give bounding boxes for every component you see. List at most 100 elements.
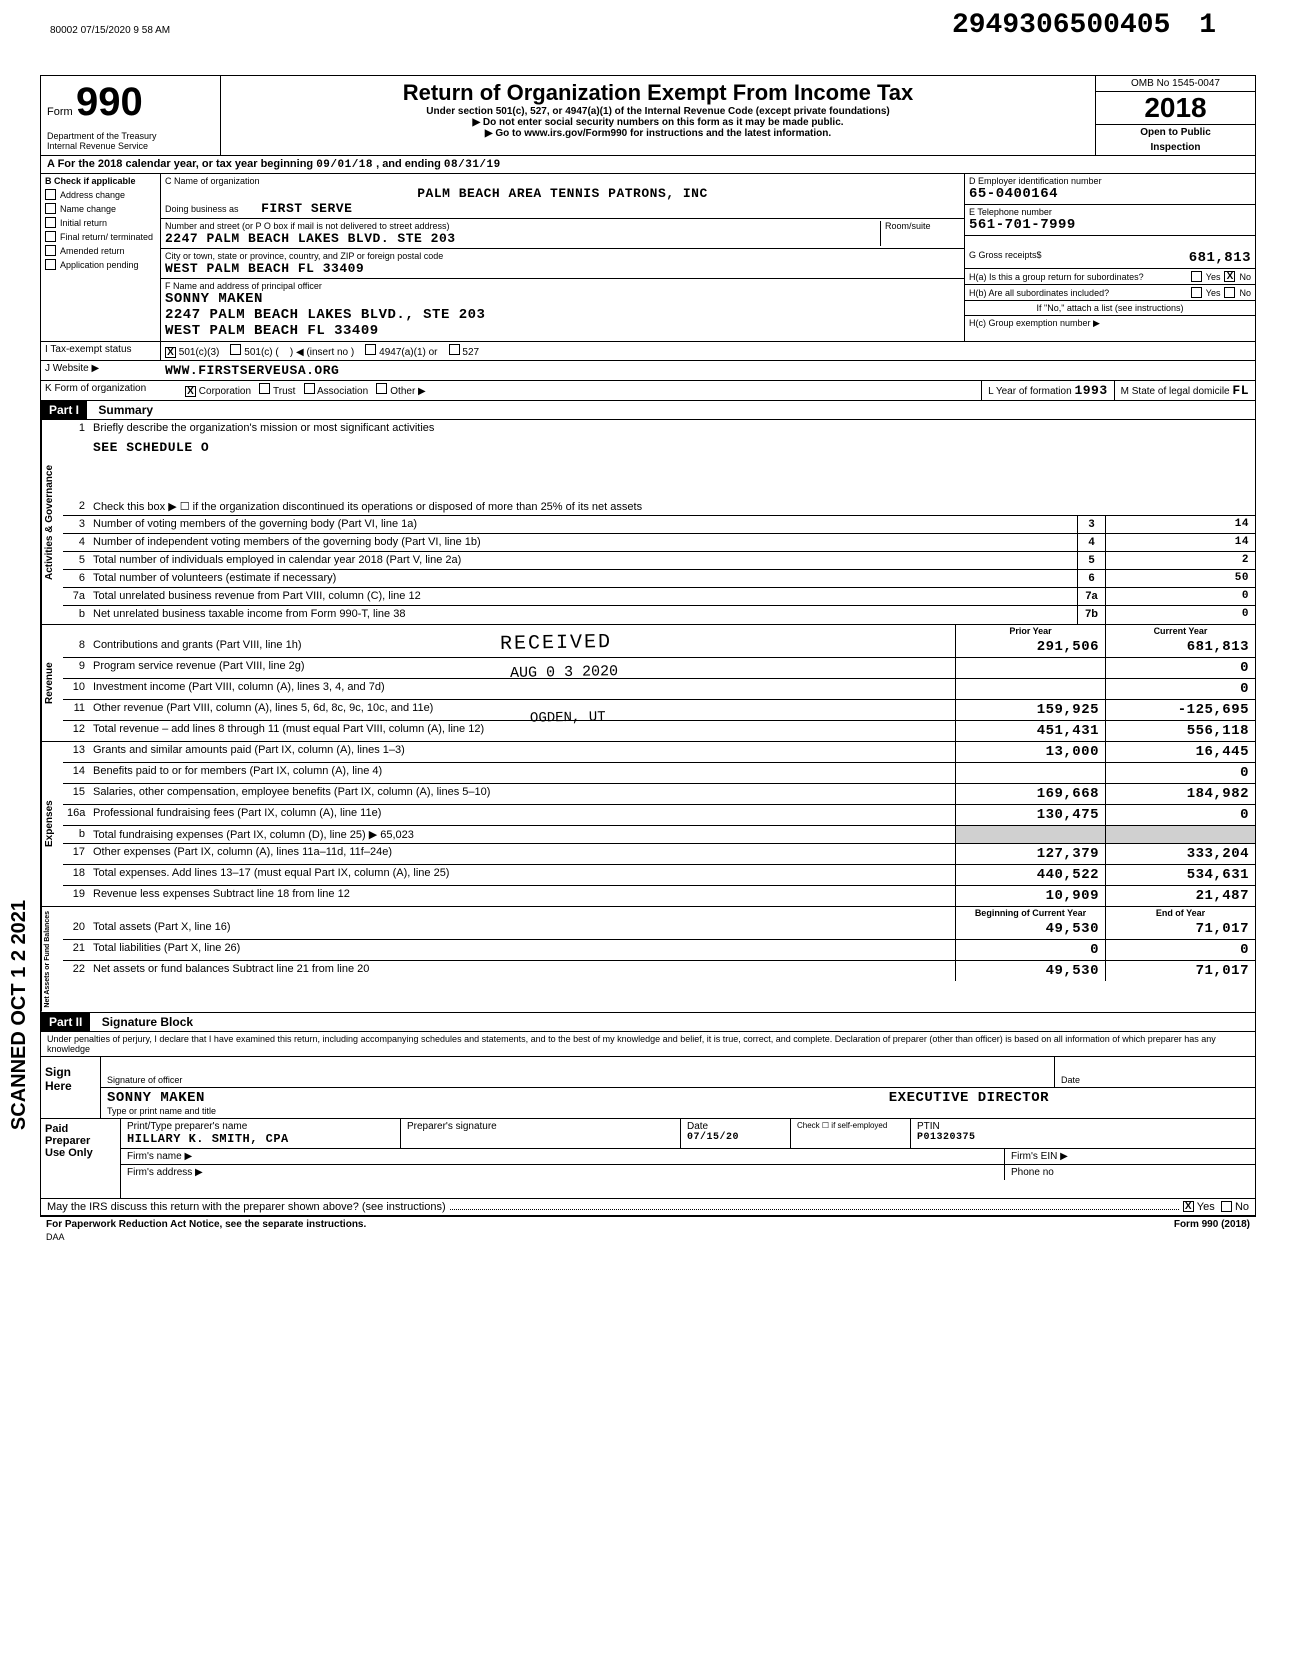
ptin-value: P01320375 [917,1132,1249,1143]
line-6-val: 50 [1105,570,1255,587]
current-value: 0 [1105,805,1255,825]
ha-no-checkbox[interactable] [1224,271,1235,282]
org-form-label: K Form of organization [41,381,181,400]
m-value: FL [1232,383,1249,398]
prior-value: 127,379 [955,844,1105,864]
irs-line: Internal Revenue Service [47,141,214,151]
check-application-pending[interactable]: Application pending [45,259,156,270]
discuss-no-checkbox[interactable] [1221,1201,1232,1212]
check-other[interactable] [376,383,387,394]
check-label: Address change [60,190,125,200]
org-form-row: K Form of organization Corporation Trust… [41,381,1255,401]
ptin-label: PTIN [917,1121,1249,1132]
status-options: 501(c)(3) 501(c) ( ) ◀ (insert no ) 4947… [161,342,1255,360]
check-initial-return[interactable]: Initial return [45,217,156,228]
prior-value: 440,522 [955,865,1105,885]
line-1-text: Briefly describe the organization's miss… [89,420,1255,438]
line-box: 7a [1077,588,1105,605]
officer-name: SONNY MAKEN [165,291,960,307]
prior-value: 49,530 [955,919,1105,939]
line-text: Revenue less expenses Subtract line 18 f… [89,886,955,906]
m-label: M State of legal domicile [1121,386,1230,397]
opt-insert: ◀ (insert no ) [296,347,354,358]
net-assets-label: Net Assets or Fund Balances [41,907,63,1012]
subtitle: Under section 501(c), 527, or 4947(a)(1)… [225,106,1091,117]
hb-block: H(b) Are all subordinates included? Yes … [965,285,1255,301]
org-form-options: Corporation Trust Association Other ▶ [181,381,981,400]
line-num: 21 [63,940,89,960]
check-527[interactable] [449,344,460,355]
firm-addr-cell: Firm's address ▶ [121,1165,1005,1180]
check-trust[interactable] [259,383,270,394]
hb-yes-checkbox[interactable] [1191,287,1202,298]
self-employed-cell[interactable]: Check ☐ if self-employed [791,1119,911,1148]
line-num: 16a [63,805,89,825]
officer-name-title: SONNY MAKEN EXECUTIVE DIRECTOR Type or p… [101,1088,1255,1118]
prior-value: 130,475 [955,805,1105,825]
line-num: 6 [63,570,89,587]
prior-value: 159,925 [955,700,1105,720]
period-row: A For the 2018 calendar year, or tax yea… [41,156,1255,174]
l-label: L Year of formation [988,386,1072,397]
line-num: 15 [63,784,89,804]
check-name-change[interactable]: Name change [45,203,156,214]
yes-label: Yes [1206,288,1221,298]
officer-signature-field[interactable]: Signature of officer [101,1057,1055,1087]
prior-value [955,658,1105,678]
period-mid: , and ending [376,158,441,170]
opt-501c3: 501(c)(3) [179,347,220,358]
no-label: No [1239,288,1251,298]
daa-footer: DAA [40,1232,1256,1242]
opt-corp: Corporation [199,386,251,397]
line-text: Net assets or fund balances Subtract lin… [89,961,955,981]
state-domicile: M State of legal domicile FL [1114,381,1255,400]
check-501c3[interactable] [165,347,176,358]
dba-name: FIRST SERVE [261,201,352,216]
line-5-val: 2 [1105,552,1255,569]
preparer-name-label: Print/Type preparer's name [127,1121,394,1132]
prior-value [955,826,1105,843]
governance-label: Activities & Governance [41,420,63,624]
perjury-statement: Under penalties of perjury, I declare th… [41,1032,1255,1057]
tax-year: 2018 [1096,92,1255,125]
line-text: Salaries, other compensation, employee b… [89,784,955,804]
footer-right: Form 990 (2018) [1174,1219,1250,1230]
dba-label: Doing business as [165,204,239,214]
addr-label: Number and street (or P O box if mail is… [165,221,880,231]
officer-title-value: EXECUTIVE DIRECTOR [889,1090,1049,1106]
hb-no-checkbox[interactable] [1224,287,1235,298]
scanned-stamp: SCANNED OCT 1 2 2021 [8,900,31,1130]
check-4947[interactable] [365,344,376,355]
discuss-yes-checkbox[interactable] [1183,1201,1194,1212]
col-d: D Employer identification number 65-0400… [965,174,1255,341]
name-title-label: Type or print name and title [107,1106,1249,1116]
end-year-header: End of Year [1105,907,1255,919]
tel-block: E Telephone number 561-701-7999 [965,205,1255,236]
yes-label: Yes [1206,272,1221,282]
paid-label-3: Use Only [45,1147,116,1159]
date-field[interactable]: Date [1055,1057,1255,1087]
check-final-return[interactable]: Final return/ terminated [45,231,156,242]
ha-yes-checkbox[interactable] [1191,271,1202,282]
check-amended-return[interactable]: Amended return [45,245,156,256]
check-corp[interactable] [185,386,196,397]
gross-value: 681,813 [1189,250,1251,266]
header-block: B Check if applicable Address change Nam… [41,174,1255,342]
title-left: Form 990 Department of the Treasury Inte… [41,76,221,155]
no-label: No [1239,272,1251,282]
check-address-change[interactable]: Address change [45,189,156,200]
prior-value: 291,506 [955,637,1105,657]
line-text: Program service revenue (Part VIII, line… [89,658,955,678]
current-value: 681,813 [1105,637,1255,657]
check-assoc[interactable] [304,383,315,394]
line-text: Total assets (Part X, line 16) [89,919,955,939]
open-public-1: Open to Public [1096,125,1255,140]
table-row: 11Other revenue (Part VIII, column (A), … [63,700,1255,721]
current-value: 71,017 [1105,961,1255,981]
table-row: bTotal fundraising expenses (Part IX, co… [63,826,1255,844]
preparer-sig-cell[interactable]: Preparer's signature [401,1119,681,1148]
check-501c[interactable] [230,344,241,355]
org-name-label: C Name of organization [165,176,960,186]
current-value: 0 [1105,940,1255,960]
revenue-section: Revenue Prior Year Current Year 8Contrib… [41,625,1255,742]
